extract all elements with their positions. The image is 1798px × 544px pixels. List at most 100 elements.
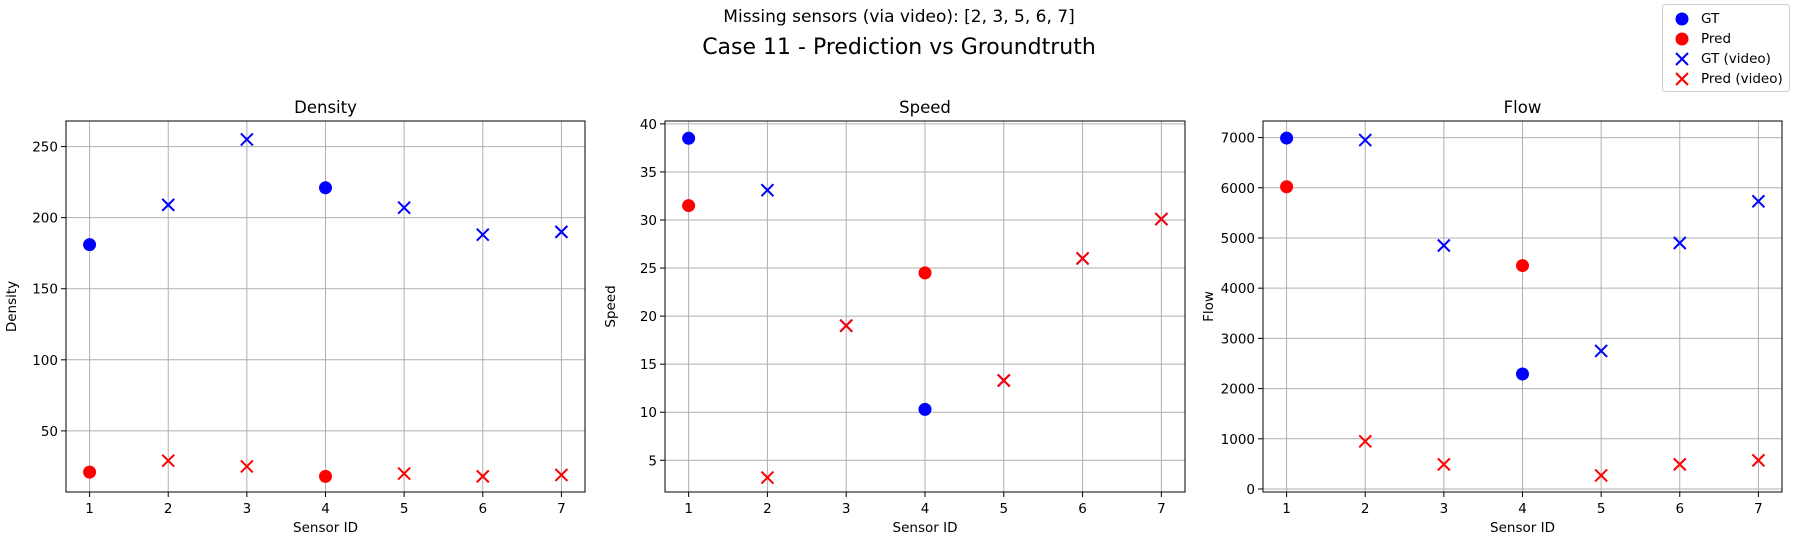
series-gt — [83, 181, 332, 252]
y-tick-label: 40 — [640, 117, 657, 133]
subplot-flow: 1 2 3 4 5 6 7 0 1000 2000 3000 4000 5000 6000 7000 Flow… — [1201, 98, 1783, 536]
data-point-pred-video — [1594, 468, 1608, 483]
series-pred — [83, 465, 332, 483]
legend-marker-gt-video — [1675, 52, 1689, 66]
data-point-pred-video — [397, 466, 411, 481]
data-point-gt — [1516, 367, 1529, 381]
y-axis-label: Density — [4, 281, 20, 332]
x-tick-label: 4 — [1518, 501, 1527, 517]
y-tick-label: 200 — [32, 211, 58, 227]
subplot-title: Flow — [1504, 98, 1542, 117]
x-tick-label: 1 — [684, 501, 693, 517]
x-tick-label: 1 — [85, 501, 94, 517]
series-pred — [682, 199, 932, 280]
y-tick-label: 10 — [640, 405, 657, 421]
plot-frame — [65, 120, 586, 493]
x-tick-label: 5 — [999, 501, 1008, 517]
x-tick-label: 4 — [321, 501, 330, 517]
y-tick-label: 20 — [640, 309, 657, 325]
legend: GT Pred GT (video) Pred (video) — [1662, 4, 1790, 92]
data-point-gt-video — [240, 132, 254, 147]
legend-item-gt: GT — [1671, 10, 1719, 28]
subplot-title: Density — [294, 98, 357, 117]
legend-marker-pred-video — [1675, 72, 1689, 86]
x-tick-label: 4 — [921, 501, 930, 517]
x-tick-label: 3 — [1440, 501, 1449, 517]
y-tick-label: 35 — [640, 165, 657, 181]
x-tick-label: 3 — [243, 501, 252, 517]
data-point-gt-video — [554, 225, 569, 239]
y-tick-label: 25 — [640, 261, 657, 277]
data-point-pred — [1280, 180, 1294, 194]
x-tick-label: 5 — [400, 501, 409, 517]
data-point-gt — [918, 402, 932, 416]
x-tick-label: 6 — [1675, 501, 1684, 517]
subplot-title: Speed — [899, 98, 951, 117]
y-tick-label: 15 — [640, 357, 657, 373]
series-gt-video — [760, 183, 1169, 388]
data-point-pred-video — [554, 468, 569, 482]
data-point-pred-video — [161, 454, 175, 468]
y-tick-label: 2000 — [1221, 382, 1255, 398]
y-tick-label: 1000 — [1221, 432, 1255, 448]
x-tick-label: 7 — [557, 501, 566, 517]
data-point-gt-video — [1594, 344, 1608, 358]
x-axis-label: Sensor ID — [1490, 520, 1555, 536]
data-point-pred — [682, 199, 696, 213]
data-point-gt-video — [1751, 194, 1766, 209]
legend-symbol — [1675, 72, 1689, 86]
data-point-pred — [1516, 259, 1529, 273]
legend-symbol — [1675, 52, 1689, 66]
data-point-pred — [918, 266, 932, 280]
x-tick-label: 6 — [478, 501, 487, 517]
x-tick-label: 2 — [1361, 501, 1370, 517]
x-axis-label: Sensor ID — [293, 520, 358, 536]
data-point-pred-video — [997, 373, 1011, 388]
data-point-pred-video — [1673, 457, 1687, 472]
data-point-gt-video — [161, 198, 175, 212]
y-tick-label: 7000 — [1221, 131, 1255, 147]
data-point-gt-video — [760, 183, 775, 197]
series-pred — [1280, 180, 1529, 273]
data-point-pred-video — [240, 459, 254, 474]
legend-label-gt: GT — [1701, 11, 1720, 27]
plot-frame — [1262, 120, 1783, 493]
series-pred-video — [161, 454, 569, 484]
data-point-pred-video — [1358, 434, 1372, 449]
series-gt-video — [1358, 133, 1766, 358]
data-point-pred-video — [760, 470, 775, 485]
x-tick-label: 6 — [1078, 501, 1087, 517]
legend-item-gt-video: GT (video) — [1671, 50, 1771, 68]
y-axis-label: Flow — [1201, 291, 1217, 322]
x-tick-label: 2 — [164, 501, 173, 517]
y-tick-label: 5 — [648, 453, 657, 469]
x-tick-label: 7 — [1754, 501, 1763, 517]
data-point-pred-video — [1437, 457, 1451, 472]
data-point-pred — [319, 469, 332, 483]
x-tick-label: 5 — [1597, 501, 1606, 517]
series-gt — [1280, 131, 1529, 381]
y-axis-label: Speed — [603, 285, 619, 327]
data-point-gt-video — [476, 228, 490, 242]
y-tick-label: 30 — [640, 213, 657, 229]
data-point-pred-video — [1751, 453, 1766, 468]
figure-subtitle: Missing sensors (via video): [2, 3, 5, 6… — [723, 7, 1075, 27]
y-tick-label: 50 — [41, 424, 58, 440]
legend-marker-pred — [1675, 32, 1689, 46]
figure-title: Case 11 - Prediction vs Groundtruth — [702, 35, 1096, 60]
data-point-gt — [83, 238, 97, 252]
x-axis-label: Sensor ID — [893, 520, 958, 536]
series-pred-video — [760, 212, 1169, 485]
legend-label-pred-video: Pred (video) — [1701, 71, 1783, 87]
y-tick-label: 4000 — [1221, 281, 1255, 297]
legend-symbol — [1675, 32, 1689, 46]
data-point-pred-video — [839, 319, 853, 333]
legend-label-gt-video: GT (video) — [1701, 51, 1771, 67]
data-point-pred-video — [1075, 251, 1090, 266]
series-gt-video — [161, 132, 569, 242]
data-point-gt-video — [1437, 238, 1451, 253]
data-point-pred — [83, 465, 97, 479]
x-tick-label: 3 — [842, 501, 851, 517]
y-tick-label: 5000 — [1221, 231, 1255, 247]
